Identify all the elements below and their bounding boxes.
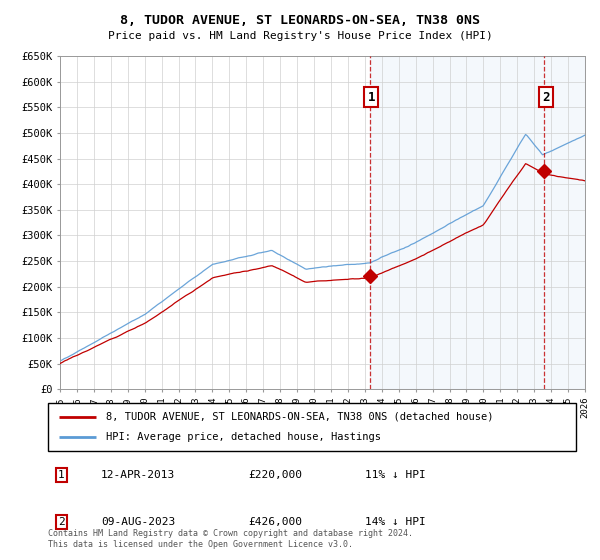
Text: 11% ↓ HPI: 11% ↓ HPI: [365, 470, 425, 480]
Text: 12-APR-2013: 12-APR-2013: [101, 470, 175, 480]
Text: 09-AUG-2023: 09-AUG-2023: [101, 517, 175, 527]
Text: 8, TUDOR AVENUE, ST LEONARDS-ON-SEA, TN38 0NS: 8, TUDOR AVENUE, ST LEONARDS-ON-SEA, TN3…: [120, 14, 480, 27]
Text: Contains HM Land Registry data © Crown copyright and database right 2024.
This d: Contains HM Land Registry data © Crown c…: [48, 529, 413, 549]
FancyBboxPatch shape: [48, 403, 576, 451]
Text: 14% ↓ HPI: 14% ↓ HPI: [365, 517, 425, 527]
Text: HPI: Average price, detached house, Hastings: HPI: Average price, detached house, Hast…: [106, 432, 381, 442]
Text: 1: 1: [368, 91, 375, 104]
Text: 8, TUDOR AVENUE, ST LEONARDS-ON-SEA, TN38 0NS (detached house): 8, TUDOR AVENUE, ST LEONARDS-ON-SEA, TN3…: [106, 412, 494, 422]
Text: 2: 2: [542, 91, 550, 104]
Text: £220,000: £220,000: [248, 470, 302, 480]
Bar: [370, 56, 585, 389]
Text: Price paid vs. HM Land Registry's House Price Index (HPI): Price paid vs. HM Land Registry's House …: [107, 31, 493, 41]
Text: 1: 1: [58, 470, 65, 480]
Text: 2: 2: [58, 517, 65, 527]
Text: £426,000: £426,000: [248, 517, 302, 527]
